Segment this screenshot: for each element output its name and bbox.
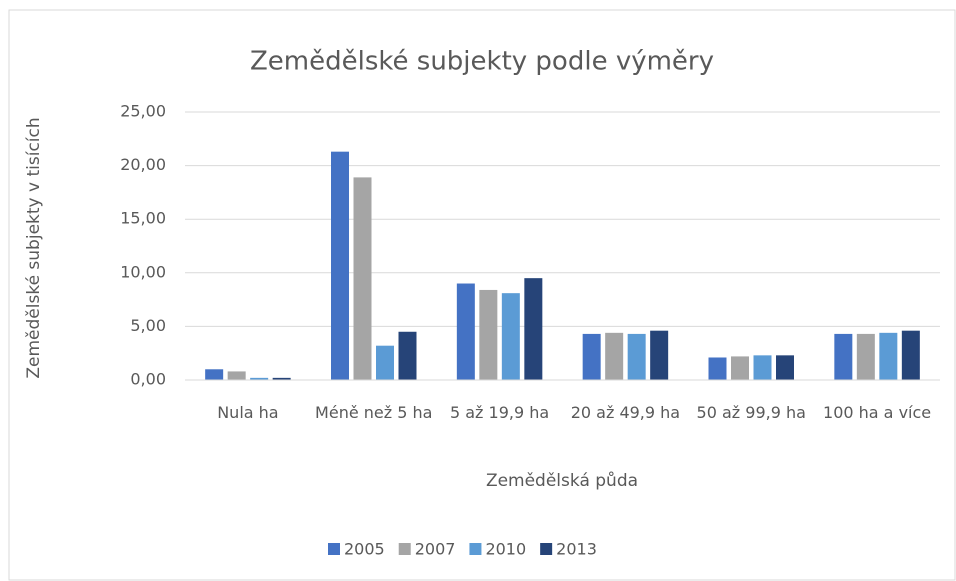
bar xyxy=(524,278,543,380)
y-tick-label: 5,00 xyxy=(130,316,166,335)
bar xyxy=(834,333,853,380)
x-tick-label: Méně než 5 ha xyxy=(315,403,433,422)
legend-swatch xyxy=(469,543,482,555)
bar xyxy=(501,293,520,380)
bar xyxy=(776,355,794,380)
x-tick-label: 5 až 19,9 ha xyxy=(449,403,550,422)
x-axis-label: Zemědělská půda xyxy=(486,471,638,491)
bar xyxy=(582,333,601,380)
bar xyxy=(353,177,372,380)
legend-label: 2005 xyxy=(344,540,385,559)
bar xyxy=(331,151,349,380)
bar xyxy=(708,357,727,380)
chart-title: Zemědělské subjekty podle výměry xyxy=(250,47,714,77)
legend-label: 2013 xyxy=(556,540,597,559)
bar xyxy=(250,377,269,380)
bar xyxy=(605,332,624,380)
y-tick-label: 0,00 xyxy=(130,370,166,389)
bar xyxy=(376,345,394,380)
bar xyxy=(650,330,669,380)
bar xyxy=(272,377,291,380)
legend-label: 2010 xyxy=(485,540,526,559)
x-tick-label: 100 ha a více xyxy=(823,403,932,422)
bar xyxy=(753,355,772,380)
y-tick-label: 25,00 xyxy=(120,102,166,121)
bar xyxy=(205,369,224,380)
x-tick-label: 20 až 49,9 ha xyxy=(570,403,681,422)
y-tick-label: 10,00 xyxy=(120,262,166,281)
legend-swatch xyxy=(398,543,411,555)
y-tick-label: 20,00 xyxy=(120,155,166,174)
x-tick-label: Nula ha xyxy=(217,403,279,422)
y-tick-label: 15,00 xyxy=(120,209,166,228)
bar xyxy=(731,356,749,380)
bar xyxy=(879,332,898,380)
bar xyxy=(398,331,417,380)
y-axis-label: Zemědělské subjekty v tisících xyxy=(24,117,44,378)
bar xyxy=(901,330,920,380)
bar xyxy=(479,289,498,380)
legend-swatch xyxy=(328,543,340,555)
bar xyxy=(456,283,475,380)
x-tick-label: 50 až 99,9 ha xyxy=(696,403,806,422)
bar xyxy=(856,333,875,380)
legend-label: 2007 xyxy=(415,540,456,559)
bar xyxy=(627,333,646,380)
bar xyxy=(227,371,246,380)
legend-swatch xyxy=(540,543,553,555)
